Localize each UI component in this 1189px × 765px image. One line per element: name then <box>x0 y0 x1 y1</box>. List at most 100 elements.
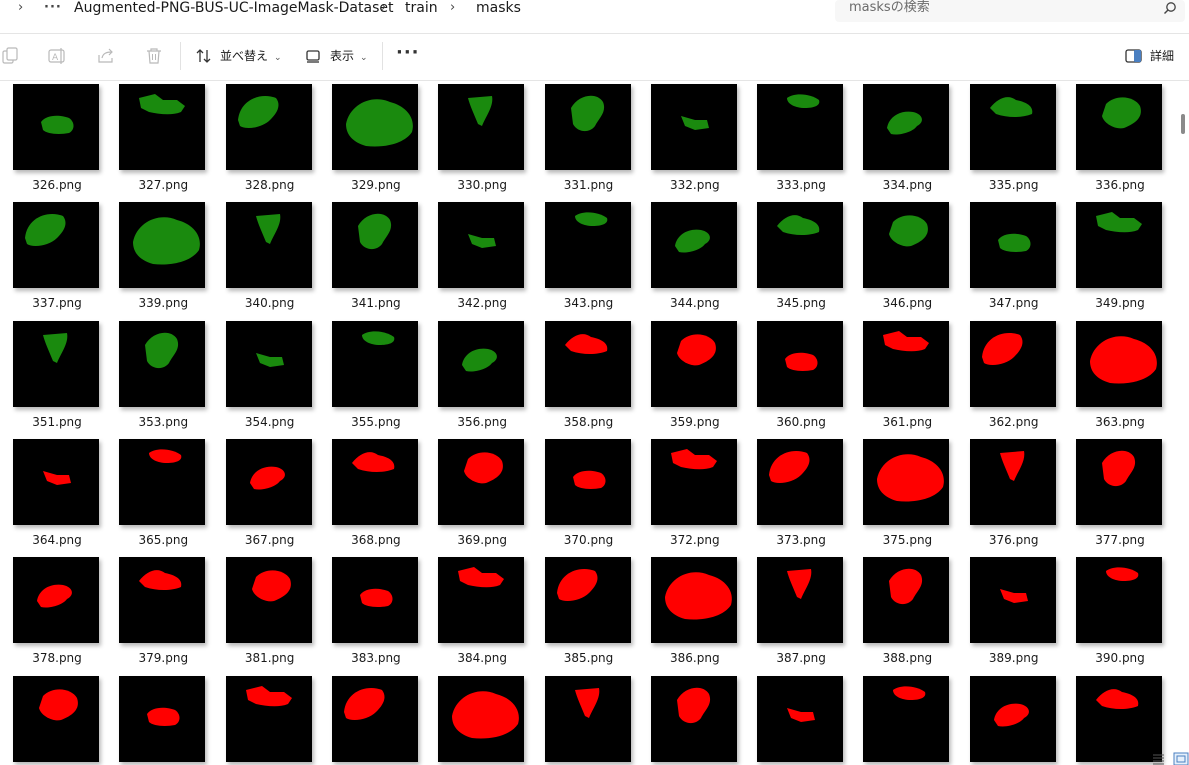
vertical-scrollbar[interactable] <box>1176 80 1189 750</box>
file-thumbnail[interactable] <box>225 320 312 407</box>
file-thumbnail[interactable] <box>331 202 418 289</box>
file-thumbnail[interactable] <box>225 202 312 289</box>
file-thumbnail[interactable] <box>544 320 631 407</box>
file-thumbnail[interactable] <box>1076 675 1162 762</box>
file-thumbnail[interactable] <box>969 320 1056 407</box>
file-thumbnail[interactable] <box>863 438 950 525</box>
file-thumbnail[interactable] <box>438 557 525 644</box>
file-item[interactable]: 351.png <box>13 320 101 429</box>
file-item[interactable]: 356.png <box>438 320 526 429</box>
file-item[interactable] <box>119 675 207 765</box>
file-thumbnail[interactable] <box>863 557 950 644</box>
copy-icon[interactable] <box>1 46 21 66</box>
file-item[interactable]: 365.png <box>119 438 207 547</box>
file-thumbnail[interactable] <box>119 438 206 525</box>
file-item[interactable]: 337.png <box>13 202 101 310</box>
file-thumbnail[interactable] <box>544 438 631 525</box>
file-thumbnail[interactable] <box>1076 320 1162 407</box>
file-item[interactable] <box>544 675 633 765</box>
file-thumbnail[interactable] <box>13 438 99 525</box>
file-thumbnail[interactable] <box>757 557 844 644</box>
file-item[interactable]: 332.png <box>650 84 739 192</box>
file-thumbnail[interactable] <box>863 84 950 170</box>
file-thumbnail[interactable] <box>863 675 950 762</box>
ellipsis-icon[interactable]: ··· <box>44 0 62 15</box>
file-item[interactable]: 346.png <box>863 202 951 310</box>
file-item[interactable]: 355.png <box>331 320 420 429</box>
file-item[interactable]: 367.png <box>225 438 314 547</box>
file-thumbnail[interactable] <box>863 202 950 289</box>
file-item[interactable] <box>225 675 314 765</box>
file-thumbnail[interactable] <box>119 675 206 762</box>
file-item[interactable]: 390.png <box>1076 557 1164 665</box>
file-thumbnail[interactable] <box>1076 557 1162 644</box>
file-thumbnail[interactable] <box>13 557 99 644</box>
file-thumbnail[interactable] <box>13 202 99 289</box>
file-thumbnail[interactable] <box>1076 84 1162 170</box>
search-icon[interactable] <box>1163 1 1177 15</box>
file-item[interactable]: 377.png <box>1076 438 1164 547</box>
file-item[interactable]: 334.png <box>863 84 951 192</box>
file-thumbnail[interactable] <box>650 84 737 170</box>
file-thumbnail[interactable] <box>544 557 631 644</box>
file-item[interactable]: 387.png <box>757 557 845 665</box>
file-thumbnail[interactable] <box>650 320 737 407</box>
file-thumbnail[interactable] <box>650 438 737 525</box>
file-thumbnail[interactable] <box>331 557 418 644</box>
file-item[interactable]: 359.png <box>650 320 739 429</box>
file-thumbnail[interactable] <box>119 320 206 407</box>
file-item[interactable]: 341.png <box>331 202 420 310</box>
file-thumbnail[interactable] <box>969 438 1056 525</box>
file-thumbnail[interactable] <box>225 675 312 762</box>
file-thumbnail[interactable] <box>863 320 950 407</box>
search-box[interactable]: masksの検索 <box>835 0 1185 22</box>
file-thumbnail[interactable] <box>757 320 844 407</box>
file-thumbnail[interactable] <box>757 202 844 289</box>
file-item[interactable]: 372.png <box>650 438 739 547</box>
file-thumbnail[interactable] <box>757 84 844 170</box>
file-item[interactable]: 343.png <box>544 202 633 310</box>
file-item[interactable]: 327.png <box>119 84 207 192</box>
file-item[interactable]: 381.png <box>225 557 314 665</box>
file-thumbnail[interactable] <box>331 84 418 170</box>
file-thumbnail[interactable] <box>438 438 525 525</box>
file-item[interactable]: 368.png <box>331 438 420 547</box>
file-item[interactable] <box>650 675 739 765</box>
file-thumbnail[interactable] <box>1076 202 1162 289</box>
file-item[interactable]: 369.png <box>438 438 526 547</box>
file-item[interactable]: 364.png <box>13 438 101 547</box>
file-item[interactable] <box>1076 675 1164 765</box>
file-thumbnail[interactable] <box>969 557 1056 644</box>
file-thumbnail[interactable] <box>331 675 418 762</box>
share-icon[interactable] <box>96 46 116 66</box>
file-thumbnail[interactable] <box>969 202 1056 289</box>
search-input[interactable]: masksの検索 <box>849 0 930 15</box>
file-item[interactable]: 345.png <box>757 202 845 310</box>
file-item[interactable]: 336.png <box>1076 84 1164 192</box>
file-item[interactable]: 383.png <box>331 557 420 665</box>
file-thumbnail[interactable] <box>757 438 844 525</box>
details-button[interactable]: 詳細 <box>1125 44 1174 68</box>
file-item[interactable]: 386.png <box>650 557 739 665</box>
file-item[interactable]: 335.png <box>969 84 1058 192</box>
file-item[interactable]: 339.png <box>119 202 207 310</box>
file-item[interactable]: 328.png <box>225 84 314 192</box>
file-thumbnail[interactable] <box>544 84 631 170</box>
chevron-right-icon[interactable]: › <box>381 0 387 15</box>
file-item[interactable]: 378.png <box>13 557 101 665</box>
file-thumbnail[interactable] <box>969 84 1056 170</box>
file-item[interactable]: 361.png <box>863 320 951 429</box>
file-item[interactable]: 349.png <box>1076 202 1164 310</box>
file-item[interactable]: 360.png <box>757 320 845 429</box>
file-item[interactable]: 342.png <box>438 202 526 310</box>
file-item[interactable]: 344.png <box>650 202 739 310</box>
file-thumbnail[interactable] <box>757 675 844 762</box>
file-item[interactable]: 340.png <box>225 202 314 310</box>
file-item[interactable]: 376.png <box>969 438 1058 547</box>
chevron-right-icon[interactable]: › <box>18 0 24 15</box>
file-thumbnail[interactable] <box>1076 438 1162 525</box>
file-thumbnail[interactable] <box>225 438 312 525</box>
file-item[interactable]: 385.png <box>544 557 633 665</box>
file-thumbnail[interactable] <box>438 202 525 289</box>
file-thumbnail[interactable] <box>119 202 206 289</box>
